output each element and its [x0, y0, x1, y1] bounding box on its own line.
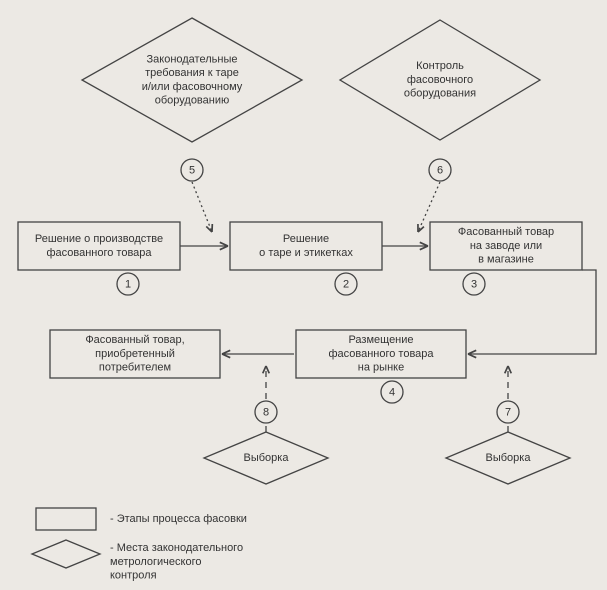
legend-rect-label: - Этапы процесса фасовки	[110, 513, 247, 525]
svg-text:оборудования: оборудования	[404, 88, 476, 100]
svg-text:5: 5	[189, 164, 195, 176]
svg-text:фасовочного: фасовочного	[407, 74, 473, 86]
svg-text:7: 7	[505, 406, 511, 418]
svg-text:6: 6	[437, 164, 443, 176]
svg-text:Решение о производстве: Решение о производстве	[35, 233, 163, 245]
legend-diamond-label: - Места законодательного	[110, 542, 243, 554]
svg-text:8: 8	[263, 406, 269, 418]
svg-text:о таре и этикетках: о таре и этикетках	[259, 247, 353, 259]
svg-text:Фасованный товар: Фасованный товар	[458, 226, 554, 238]
legend-diamond-label: метрологического	[110, 556, 201, 568]
svg-text:1: 1	[125, 278, 131, 290]
legend-rect-icon	[36, 508, 96, 530]
svg-text:на рынке: на рынке	[358, 362, 404, 374]
svg-text:2: 2	[343, 278, 349, 290]
legend-diamond-label: контроля	[110, 570, 157, 582]
svg-text:фасованного товара: фасованного товара	[46, 247, 152, 259]
svg-text:Законодательные: Законодательные	[147, 53, 238, 65]
svg-text:и/или фасовочному: и/или фасовочному	[142, 81, 243, 93]
svg-text:3: 3	[471, 278, 477, 290]
svg-text:Выборка: Выборка	[244, 452, 290, 464]
svg-text:Выборка: Выборка	[486, 452, 532, 464]
svg-text:4: 4	[389, 386, 395, 398]
svg-text:приобретенный: приобретенный	[95, 348, 175, 360]
svg-text:требования к таре: требования к таре	[145, 67, 239, 79]
svg-text:Фасованный товар,: Фасованный товар,	[85, 334, 184, 346]
svg-text:потребителем: потребителем	[99, 362, 171, 374]
legend-diamond-icon	[32, 540, 100, 568]
svg-text:на заводе или: на заводе или	[470, 240, 542, 252]
svg-text:в магазине: в магазине	[478, 254, 534, 266]
svg-text:Решение: Решение	[283, 233, 329, 245]
svg-text:Размещение: Размещение	[348, 334, 413, 346]
svg-text:Контроль: Контроль	[416, 60, 464, 72]
svg-text:фасованного товара: фасованного товара	[328, 348, 434, 360]
svg-text:оборудованию: оборудованию	[155, 95, 230, 107]
